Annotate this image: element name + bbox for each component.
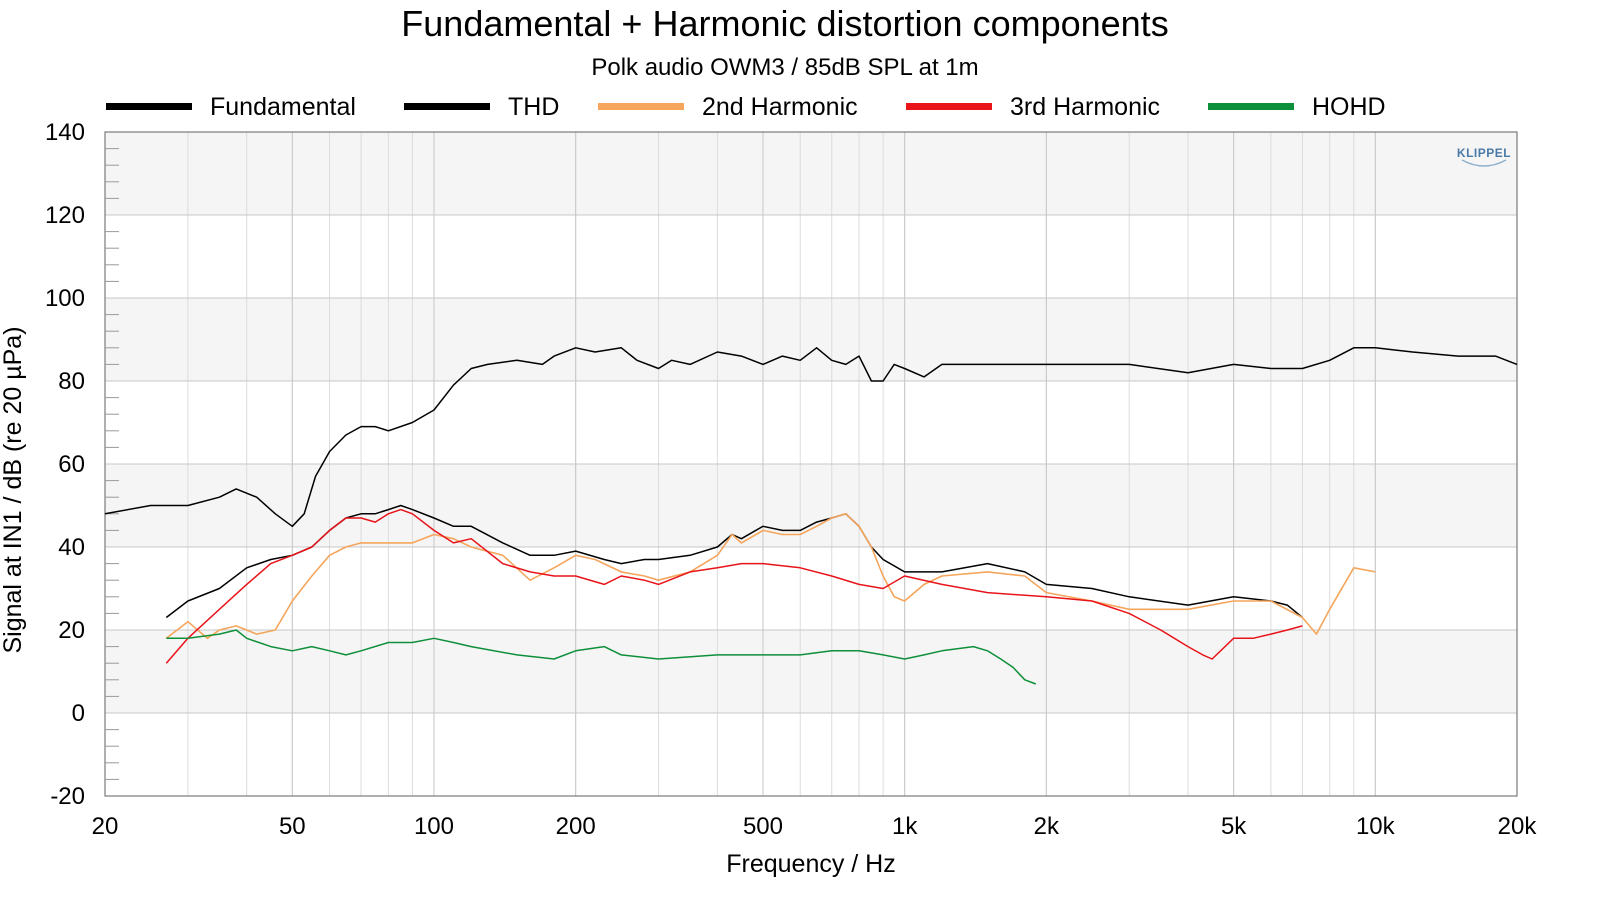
y-tick-label: 120 xyxy=(45,202,85,229)
legend-swatch xyxy=(598,103,684,110)
y-tick-label: -20 xyxy=(50,783,85,810)
x-tick-label: 200 xyxy=(556,813,596,840)
background-band xyxy=(105,215,1517,298)
background-band xyxy=(105,713,1517,796)
klippel-logo: KLIPPEL xyxy=(1457,146,1511,167)
legend-swatch xyxy=(1208,103,1294,110)
x-tick-label: 2k xyxy=(1034,813,1060,840)
legend-swatch xyxy=(404,103,490,110)
series-line-3rd-harmonic xyxy=(165,508,1303,664)
series-line-thd xyxy=(165,504,1303,619)
x-tick-labels: 20 50 100 200 500 1k 2k 5k 10k 20k xyxy=(92,813,1538,840)
klippel-logo-text: KLIPPEL xyxy=(1457,146,1511,160)
background-band xyxy=(105,132,1517,215)
x-tick-label: 20k xyxy=(1498,813,1538,840)
x-tick-label: 1k xyxy=(892,813,918,840)
plot-frame xyxy=(104,131,1518,797)
background-band xyxy=(105,381,1517,464)
x-tick-label: 5k xyxy=(1221,813,1247,840)
y-tick-label: 100 xyxy=(45,285,85,312)
y-tick-label: 0 xyxy=(72,700,85,727)
legend-label: THD xyxy=(508,93,559,121)
y-tick-label: 80 xyxy=(58,368,85,395)
x-tick-label: 500 xyxy=(743,813,783,840)
klippel-logo-arc xyxy=(1461,159,1507,167)
background-band xyxy=(105,464,1517,547)
legend-swatch xyxy=(106,103,192,110)
series-line-fundamental xyxy=(104,347,1518,528)
legend-label: 2nd Harmonic xyxy=(702,93,858,121)
y-tick-label: 140 xyxy=(45,119,85,146)
y-tick-label: 60 xyxy=(58,451,85,478)
series-layer xyxy=(104,347,1518,685)
y-axis-label: Signal at IN1 / dB (re 20 µPa) xyxy=(0,326,27,653)
chart-subtitle: Polk audio OWM3 / 85dB SPL at 1m xyxy=(591,54,978,81)
x-tick-label: 50 xyxy=(279,813,306,840)
x-tick-label: 100 xyxy=(414,813,454,840)
x-tick-label: 10k xyxy=(1356,813,1396,840)
legend: Fundamental THD 2nd Harmonic 3rd Harmonic HO… xyxy=(106,93,1386,121)
background-band xyxy=(105,630,1517,713)
y-tick-label: 20 xyxy=(58,617,85,644)
y-tick-labels: -20 0 20 40 60 80 100 120 140 xyxy=(45,119,85,810)
x-axis-label: Frequency / Hz xyxy=(726,850,896,878)
series-line-hohd xyxy=(166,629,1037,685)
background-band xyxy=(105,547,1517,630)
legend-label: 3rd Harmonic xyxy=(1010,93,1160,121)
legend-label: HOHD xyxy=(1312,93,1386,121)
background-band xyxy=(105,298,1517,381)
legend-swatch xyxy=(906,103,992,110)
y-minor-ticks xyxy=(105,148,119,780)
background-bands xyxy=(105,132,1517,796)
x-tick-label: 20 xyxy=(92,813,119,840)
y-tick-label: 40 xyxy=(58,534,85,561)
legend-label: Fundamental xyxy=(210,93,356,121)
chart-title: Fundamental + Harmonic distortion compon… xyxy=(401,3,1168,44)
